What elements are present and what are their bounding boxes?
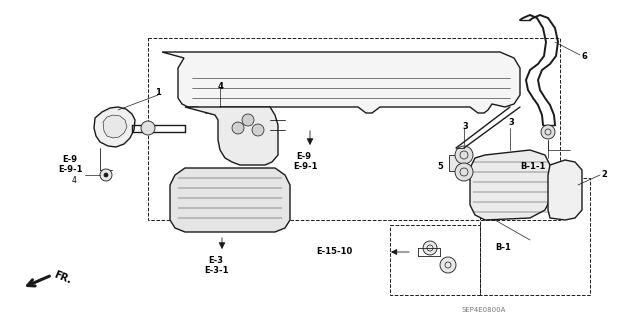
Text: 3: 3 — [508, 118, 514, 127]
Polygon shape — [103, 115, 127, 138]
Text: 2: 2 — [601, 170, 607, 179]
Circle shape — [252, 124, 264, 136]
Text: B-1-1: B-1-1 — [520, 162, 545, 171]
Circle shape — [104, 173, 108, 177]
Text: E-9-1: E-9-1 — [293, 162, 317, 171]
Text: 1: 1 — [155, 88, 161, 97]
Text: 5: 5 — [437, 162, 443, 171]
Circle shape — [100, 169, 112, 181]
Polygon shape — [162, 52, 520, 113]
Circle shape — [423, 241, 437, 255]
Circle shape — [541, 125, 555, 139]
Text: FR.: FR. — [52, 270, 72, 286]
Text: 3: 3 — [462, 122, 468, 131]
Ellipse shape — [344, 67, 396, 97]
Polygon shape — [94, 107, 135, 147]
Text: E-3: E-3 — [208, 256, 223, 265]
Circle shape — [455, 163, 473, 181]
Circle shape — [440, 257, 456, 273]
Circle shape — [242, 114, 254, 126]
Text: 4: 4 — [218, 82, 224, 91]
FancyBboxPatch shape — [449, 155, 463, 171]
Text: E-9-1: E-9-1 — [58, 165, 83, 174]
Text: 6: 6 — [582, 52, 588, 61]
Circle shape — [232, 122, 244, 134]
Text: B-1: B-1 — [495, 243, 511, 252]
Polygon shape — [470, 150, 550, 220]
Text: E-15-10: E-15-10 — [316, 247, 352, 256]
Text: E-9: E-9 — [296, 152, 311, 161]
Polygon shape — [185, 107, 278, 165]
Polygon shape — [548, 160, 582, 220]
Circle shape — [141, 121, 155, 135]
Text: SEP4E0800A: SEP4E0800A — [462, 307, 506, 313]
Text: E-3-1: E-3-1 — [204, 266, 228, 275]
Polygon shape — [170, 168, 290, 232]
Circle shape — [455, 146, 473, 164]
Text: 4: 4 — [72, 176, 77, 185]
Text: E-9: E-9 — [62, 155, 77, 164]
